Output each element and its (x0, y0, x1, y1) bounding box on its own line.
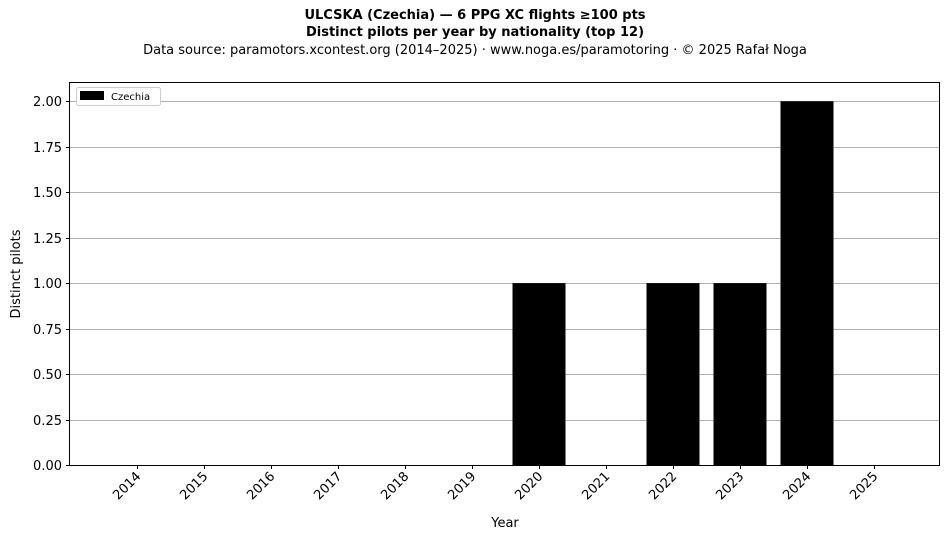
y-tick-label: 1.00 (33, 277, 62, 292)
y-axis-label: Distinct pilots (9, 229, 24, 318)
x-axis-ticks: 2014 2015 2016 2017 2018 2019 2020 2021 2022 2023… (110, 465, 881, 503)
bar-2024 (780, 101, 834, 465)
x-tick-label: 2020 (512, 469, 546, 503)
bar-2023 (713, 283, 767, 465)
y-axis-ticks: 0.00 0.25 0.50 0.75 1.00 1.25 1.50 1.75 2.00 (33, 95, 70, 474)
y-tick-label: 0.00 (33, 459, 62, 474)
legend-swatch (80, 91, 104, 100)
y-tick-label: 0.75 (33, 323, 62, 338)
x-tick-label: 2019 (445, 469, 479, 503)
x-axis-label: Year (490, 516, 519, 531)
x-tick-label: 2024 (780, 469, 814, 503)
y-tick-label: 1.75 (33, 141, 62, 156)
plot-frame (69, 82, 940, 466)
chart-source: Data source: paramotors.xcontest.org (20… (143, 43, 807, 58)
y-tick-label: 2.00 (33, 95, 62, 110)
bars (512, 101, 834, 465)
x-tick-label: 2021 (579, 469, 613, 503)
x-tick-label: 2016 (244, 469, 278, 503)
y-tick-label: 1.50 (33, 186, 62, 201)
y-tick-label: 0.50 (33, 368, 62, 383)
x-tick-label: 2014 (110, 469, 144, 503)
y-tick-label: 1.25 (33, 232, 62, 247)
bar-2020 (512, 283, 566, 465)
x-tick-label: 2015 (177, 469, 211, 503)
x-tick-label: 2025 (847, 469, 881, 503)
chart-title: ULCSKA (Czechia) — 6 PPG XC flights ≥100… (304, 8, 646, 23)
x-tick-label: 2022 (646, 469, 680, 503)
x-tick-label: 2018 (378, 469, 412, 503)
x-tick-label: 2023 (713, 469, 747, 503)
legend: Czechia (76, 87, 161, 106)
x-tick-label: 2017 (311, 469, 345, 503)
chart-subtitle: Distinct pilots per year by nationality … (305, 25, 645, 40)
bar-2022 (646, 283, 700, 465)
y-tick-label: 0.25 (33, 414, 62, 429)
legend-label-czechia: Czechia (111, 92, 150, 103)
